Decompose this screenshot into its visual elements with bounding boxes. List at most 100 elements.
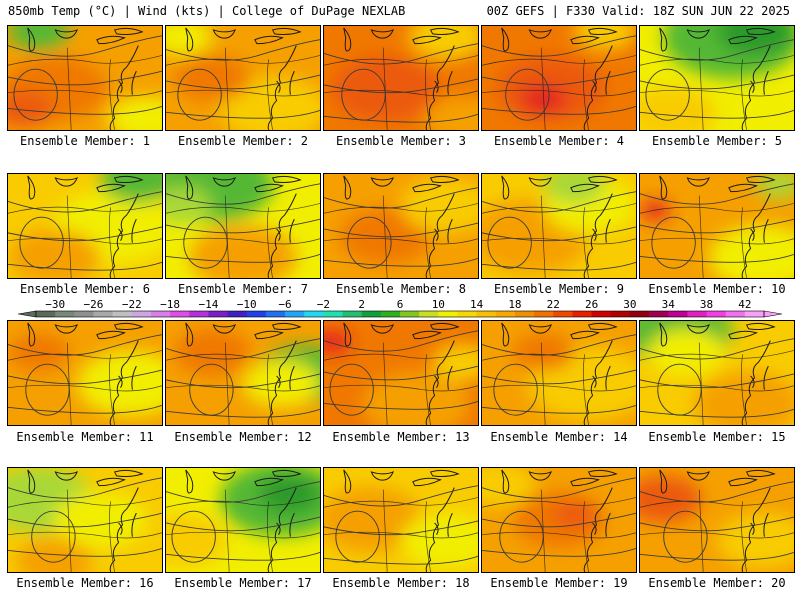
colorbar-segment — [285, 311, 305, 317]
colorbar-segment — [246, 311, 267, 317]
colorbar-segment — [610, 311, 631, 317]
colorbar-segment — [55, 311, 75, 317]
ensemble-member-label: Ensemble Member: 20 — [648, 576, 786, 590]
ensemble-member-map — [323, 320, 479, 426]
ensemble-member-label: Ensemble Member: 2 — [177, 134, 309, 148]
temperature-colorbar: −30 −26 −22 −18 −14 −10 −6 −2 2 6 10 14 18 22 26 30 34 38… — [18, 298, 782, 318]
colorbar-tick-label: −6 — [278, 298, 291, 311]
colorbar-segment — [438, 311, 458, 317]
ensemble-member-map — [323, 173, 479, 279]
ensemble-member-map — [481, 467, 637, 573]
ensemble-member-map — [639, 25, 795, 131]
colorbar-segment — [457, 311, 478, 317]
ensemble-member-map — [639, 320, 795, 426]
colorbar-segment — [265, 311, 286, 317]
colorbar-segment — [495, 311, 516, 317]
colorbar-tick-label: −14 — [198, 298, 218, 311]
colorbar-segment — [668, 311, 688, 317]
colorbar-tick-label: −26 — [84, 298, 104, 311]
colorbar-tick-label: 6 — [397, 298, 404, 311]
ensemble-member-map — [7, 173, 163, 279]
colorbar-segment — [323, 311, 344, 317]
ensemble-member-label: Ensemble Member: 1 — [19, 134, 151, 148]
ensemble-member-label: Ensemble Member: 10 — [648, 282, 786, 296]
colorbar-segment — [744, 311, 765, 317]
colorbar-tick-label: 2 — [358, 298, 365, 311]
ensemble-member-label: Ensemble Member: 9 — [493, 282, 625, 296]
ensemble-member-map — [165, 25, 321, 131]
colorbar-segment — [36, 311, 56, 317]
ensemble-member-label: Ensemble Member: 17 — [174, 576, 312, 590]
colorbar-segment — [93, 311, 114, 317]
ensemble-member-label: Ensemble Member: 8 — [335, 282, 467, 296]
ensemble-member-label: Ensemble Member: 5 — [651, 134, 783, 148]
colorbar-segment — [400, 311, 420, 317]
ensemble-member-map — [323, 25, 479, 131]
colorbar-segment — [706, 311, 727, 317]
colorbar-segment — [189, 311, 209, 317]
colorbar-segment — [419, 311, 439, 317]
colorbar-tick-label: 26 — [585, 298, 598, 311]
ensemble-member-label: Ensemble Member: 19 — [490, 576, 628, 590]
colorbar-segment — [208, 311, 229, 317]
colorbar-tick-label: 42 — [738, 298, 751, 311]
ensemble-member-label: Ensemble Member: 11 — [16, 430, 154, 444]
colorbar-segment — [649, 311, 669, 317]
colorbar-tick-label: 22 — [547, 298, 560, 311]
ensemble-member-map — [481, 25, 637, 131]
colorbar-tick-label: −22 — [122, 298, 142, 311]
ensemble-member-map — [7, 25, 163, 131]
colorbar-segment — [380, 311, 401, 317]
ensemble-member-map — [481, 320, 637, 426]
ensemble-member-map — [481, 173, 637, 279]
ensemble-member-map — [7, 320, 163, 426]
ensemble-member-label: Ensemble Member: 14 — [490, 430, 628, 444]
colorbar-segment — [112, 311, 133, 317]
map-title: 850mb Temp (°C) | Wind (kts) | College o… — [8, 4, 406, 18]
colorbar-segment — [227, 311, 248, 317]
ensemble-member-label: Ensemble Member: 12 — [174, 430, 312, 444]
colorbar-segment — [514, 311, 535, 317]
colorbar-tick-label: −30 — [45, 298, 65, 311]
ensemble-member-map — [7, 467, 163, 573]
ensemble-member-map — [165, 173, 321, 279]
colorbar-segment — [361, 311, 382, 317]
colorbar-segment — [553, 311, 573, 317]
colorbar-segment — [170, 311, 190, 317]
ensemble-member-map — [323, 467, 479, 573]
ensemble-member-map — [165, 467, 321, 573]
colorbar-segment — [591, 311, 612, 317]
ensemble-member-map — [165, 320, 321, 426]
ensemble-member-label: Ensemble Member: 3 — [335, 134, 467, 148]
colorbar-tick-label: −2 — [317, 298, 330, 311]
colorbar-segment — [725, 311, 746, 317]
colorbar-segment — [304, 311, 324, 317]
ensemble-member-map — [639, 467, 795, 573]
colorbar-tick-label: 10 — [432, 298, 445, 311]
colorbar-tick-label: 38 — [700, 298, 713, 311]
colorbar-segment — [572, 311, 593, 317]
ensemble-member-label: Ensemble Member: 7 — [177, 282, 309, 296]
run-valid-time: 00Z GEFS | F330 Valid: 18Z SUN JUN 22 20… — [486, 4, 790, 18]
colorbar-tick-label: 34 — [662, 298, 676, 311]
colorbar-tick-label: −18 — [160, 298, 180, 311]
ensemble-member-label: Ensemble Member: 18 — [332, 576, 470, 590]
colorbar-segment — [687, 311, 708, 317]
ensemble-member-label: Ensemble Member: 13 — [332, 430, 470, 444]
ensemble-member-label: Ensemble Member: 6 — [19, 282, 151, 296]
colorbar-tick-label: 14 — [470, 298, 484, 311]
colorbar-tick-label: 30 — [623, 298, 636, 311]
colorbar-segment — [131, 311, 152, 317]
ensemble-member-map — [639, 173, 795, 279]
colorbar-segment — [150, 311, 171, 317]
colorbar-segment — [342, 311, 363, 317]
colorbar-segment — [74, 311, 94, 317]
ensemble-member-label: Ensemble Member: 15 — [648, 430, 786, 444]
colorbar-tick-label: −10 — [237, 298, 257, 311]
colorbar-tick-label: 18 — [508, 298, 521, 311]
colorbar-segment — [476, 311, 497, 317]
colorbar-segment — [629, 311, 650, 317]
ensemble-member-label: Ensemble Member: 4 — [493, 134, 625, 148]
colorbar-segment — [534, 311, 554, 317]
ensemble-member-label: Ensemble Member: 16 — [16, 576, 154, 590]
